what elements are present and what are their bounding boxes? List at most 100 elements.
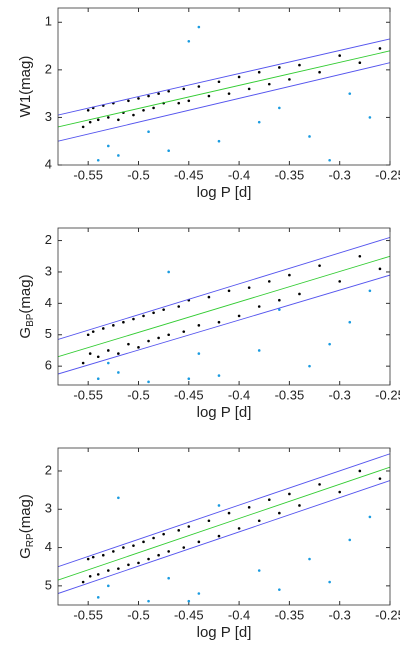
y-tick-label: 3 [45, 109, 52, 124]
x-tick-label: -0.3 [328, 607, 350, 622]
plot-area [58, 453, 390, 603]
point [378, 47, 382, 50]
y-tick-label: 2 [45, 61, 52, 76]
point [86, 333, 90, 337]
point [137, 97, 140, 100]
point [167, 270, 170, 274]
y-tick-label: 4 [45, 156, 52, 171]
y-label-main: G [17, 547, 34, 559]
y-tick-label: 2 [45, 232, 52, 247]
x-tick-label: -0.35 [275, 167, 305, 182]
point [348, 92, 352, 95]
plot-frame [57, 227, 391, 386]
x-tick-label: -0.4 [228, 167, 250, 182]
point [177, 305, 181, 308]
point [142, 314, 145, 318]
point [96, 596, 100, 599]
y-axis-label: W1(mag) [17, 56, 34, 118]
plot-frame [57, 447, 391, 606]
point [328, 580, 331, 584]
panel: -0.55 -0.5 -0.45 -0.4 -0.35 -0.3 -0.25 2 3 4 5 log … [17, 447, 400, 641]
x-tick-label: -0.35 [275, 607, 305, 622]
point [137, 346, 140, 349]
point [177, 529, 181, 532]
point [267, 280, 271, 283]
point [308, 135, 311, 138]
point [107, 116, 110, 119]
point [162, 308, 165, 311]
point [147, 599, 150, 603]
point [237, 527, 241, 530]
point [318, 70, 321, 74]
x-tick-label: -0.4 [228, 607, 250, 622]
point [96, 573, 100, 576]
y-label-unit: (mag) [17, 274, 34, 313]
x-tick-label: -0.25 [375, 387, 400, 402]
point [157, 553, 160, 557]
point [112, 324, 115, 327]
point [368, 116, 372, 119]
x-tick-label: -0.35 [275, 387, 305, 402]
point [147, 339, 150, 343]
point [167, 89, 170, 93]
point [88, 352, 92, 355]
fit-line [58, 274, 390, 375]
point [132, 544, 135, 547]
point [368, 289, 372, 293]
y-tick-label: 5 [45, 577, 52, 592]
fit-line [58, 62, 390, 142]
point [91, 330, 95, 333]
y-tick-label: 5 [45, 326, 52, 341]
point [197, 592, 201, 595]
plot-area [58, 25, 390, 162]
point [167, 149, 170, 153]
point [207, 519, 211, 523]
point [207, 295, 211, 299]
point [217, 374, 221, 377]
point [197, 25, 201, 29]
point [107, 569, 110, 572]
point [182, 87, 186, 91]
point [107, 349, 110, 352]
y-label-main: W1 [17, 95, 34, 118]
point [96, 158, 100, 162]
point [152, 536, 155, 540]
point [152, 311, 155, 315]
point [358, 469, 362, 473]
fit-line [58, 236, 390, 340]
point [107, 361, 110, 365]
point [117, 118, 120, 122]
point [257, 70, 261, 74]
point [117, 154, 120, 157]
point [278, 588, 281, 591]
point [157, 92, 160, 95]
point [86, 557, 90, 561]
x-tick-label: -0.25 [375, 167, 400, 182]
point [88, 120, 92, 124]
point [278, 308, 281, 311]
point [81, 580, 85, 584]
point [338, 490, 341, 494]
point [162, 532, 165, 536]
point [368, 515, 372, 519]
point [378, 477, 382, 480]
x-tick-label: -0.3 [328, 167, 350, 182]
y-label-sub: RP [25, 533, 36, 547]
x-tick-label: -0.4 [228, 387, 250, 402]
point [142, 540, 145, 544]
x-tick-label: -0.55 [73, 167, 103, 182]
fit-line [58, 453, 390, 568]
point [187, 377, 191, 381]
point [81, 361, 85, 365]
point [328, 158, 331, 162]
point [318, 483, 321, 486]
point [378, 267, 382, 271]
point [117, 567, 120, 570]
point [358, 61, 362, 65]
point [147, 557, 150, 561]
point [217, 534, 221, 538]
point [257, 349, 261, 352]
point [127, 563, 130, 567]
x-tick-label: -0.45 [174, 167, 204, 182]
